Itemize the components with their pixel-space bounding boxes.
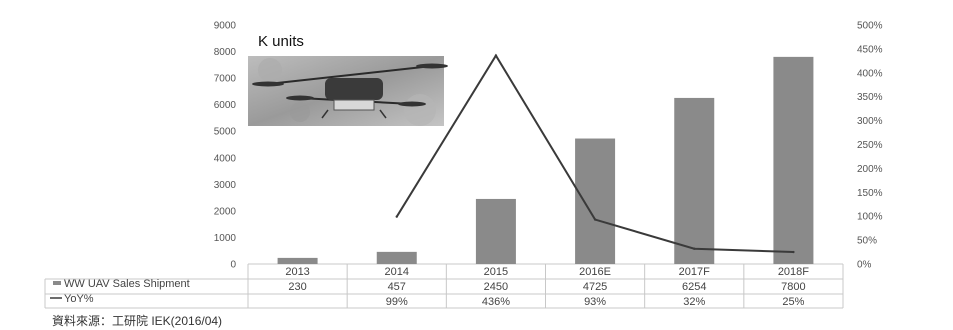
source-note: 資料來源：工研院 IEK(2016/04) (52, 314, 223, 328)
category-label: 2015 (484, 266, 508, 278)
bar-value-cell: 7800 (781, 281, 805, 293)
right-axis-tick-label: 200% (857, 164, 883, 175)
right-axis-tick-label: 300% (857, 116, 883, 127)
bar-value-cell: 230 (288, 281, 306, 293)
bar (376, 251, 417, 264)
yoy-value-cell: 32% (683, 296, 705, 308)
right-axis-tick-label: 250% (857, 140, 883, 151)
bar (674, 97, 715, 264)
left-axis-tick-label: 4000 (214, 153, 237, 164)
category-label: 2017F (679, 266, 710, 278)
bar-value-cell: 4725 (583, 281, 607, 293)
right-axis-tick-label: 50% (857, 236, 877, 247)
right-axis-tick-label: 0% (857, 260, 872, 271)
bar (773, 56, 814, 264)
category-label: 2018F (778, 266, 809, 278)
left-axis-tick-label: 9000 (214, 21, 237, 32)
bar-value-cell: 6254 (682, 281, 706, 293)
bar-value-cell: 2450 (484, 281, 508, 293)
right-axis-tick-label: 150% (857, 188, 883, 199)
category-label: 2013 (285, 266, 309, 278)
left-axis-tick-label: 6000 (214, 100, 237, 111)
right-axis-ticks: 0% 50% 100% 150% 200% 250% 300% 350% 400% 450% 500… (857, 21, 883, 271)
line-point (395, 215, 398, 218)
right-axis-tick-label: 100% (857, 212, 883, 223)
category-label: 2014 (385, 266, 409, 278)
yoy-value-cell: 93% (584, 296, 606, 308)
yoy-value-cell: 99% (386, 296, 408, 308)
right-axis-tick-label: 500% (857, 21, 883, 32)
bar-series (277, 56, 814, 264)
line-point (593, 218, 597, 221)
left-axis-ticks: 0 1000 2000 3000 4000 5000 6000 7000 8000 9000 (214, 21, 237, 271)
line-point (792, 250, 795, 254)
left-axis-tick-label: 1000 (214, 233, 237, 244)
right-axis-tick-label: 450% (857, 44, 883, 55)
line-series-label: YoY% (64, 293, 94, 305)
bar (277, 257, 318, 264)
right-axis-tick-label: 400% (857, 68, 883, 79)
left-axis-tick-label: 5000 (214, 127, 237, 138)
line-point (693, 247, 696, 250)
axis-layer (44, 263, 844, 309)
bar (575, 138, 616, 264)
line-point (494, 54, 498, 57)
left-axis-tick-label: 7000 (214, 74, 237, 85)
bar-series-label: WW UAV Sales Shipment (64, 278, 190, 290)
category-label: 2016E (579, 266, 611, 278)
bar (475, 198, 516, 264)
bar-legend-swatch (53, 281, 61, 285)
left-axis-tick-label: 0 (230, 260, 236, 271)
yoy-value-cell: 25% (782, 296, 804, 308)
bar-value-cell: 457 (388, 281, 406, 293)
drone-photo-icon (248, 56, 448, 126)
data-table: WW UAV Sales Shipment YoY% 2013 2014 2015 2… (50, 266, 809, 308)
left-axis-tick-label: 2000 (214, 206, 237, 217)
yoy-value-cell: 436% (482, 296, 510, 308)
chart-title: K units (258, 33, 304, 50)
right-axis-tick-label: 350% (857, 92, 883, 103)
left-axis-tick-label: 8000 (214, 47, 237, 58)
left-axis-tick-label: 3000 (214, 180, 237, 191)
yoy-line-series (395, 53, 795, 254)
